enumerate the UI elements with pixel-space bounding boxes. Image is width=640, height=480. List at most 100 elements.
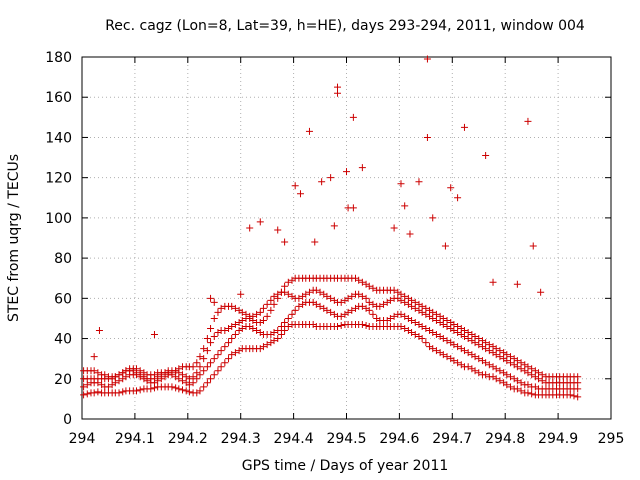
data-point (312, 300, 320, 308)
data-point (538, 371, 546, 379)
data-point (355, 276, 363, 284)
data-point (358, 292, 366, 300)
data-point (200, 383, 208, 391)
data-point (132, 387, 140, 395)
data-point (193, 369, 201, 377)
data-point (439, 351, 447, 359)
data-point (182, 387, 190, 395)
data-point (185, 381, 193, 389)
data-point (524, 389, 532, 397)
data-point (443, 337, 451, 345)
data-point (401, 292, 409, 300)
data-point (429, 308, 437, 316)
data-point (418, 335, 426, 343)
data-point (246, 224, 254, 232)
data-point (386, 296, 394, 304)
data-point (231, 331, 239, 339)
data-point (397, 296, 405, 304)
data-point (207, 375, 215, 383)
data-point (274, 327, 282, 335)
data-point (132, 369, 140, 377)
data-point (380, 300, 388, 308)
data-point (358, 164, 366, 172)
data-point (464, 329, 472, 337)
x-tick-label: 294.4 (274, 431, 314, 447)
data-point (397, 310, 405, 318)
data-point (443, 322, 451, 330)
data-point (179, 377, 187, 385)
data-point (90, 389, 98, 397)
data-point (200, 367, 208, 375)
data-point (422, 325, 430, 332)
data-point (454, 329, 462, 337)
data-point (422, 310, 430, 318)
data-point (535, 375, 543, 383)
data-point (415, 178, 423, 186)
x-tick-label: 295 (598, 431, 625, 447)
data-point (270, 329, 278, 337)
data-point (475, 335, 483, 343)
data-point (256, 218, 264, 226)
data-point (429, 314, 437, 322)
data-point (277, 322, 285, 330)
data-point (432, 347, 440, 355)
data-point (196, 353, 204, 361)
data-point (334, 83, 342, 91)
x-tick-label: 294.8 (485, 431, 525, 447)
data-point (570, 392, 578, 400)
data-point (535, 369, 543, 377)
data-point (312, 286, 320, 294)
data-point (318, 178, 326, 186)
data-point (136, 371, 144, 379)
data-point (432, 316, 440, 324)
data-point (249, 316, 257, 324)
data-point (330, 222, 338, 230)
data-point (172, 384, 180, 392)
data-point (517, 365, 525, 373)
x-axis-label: GPS time / Days of year 2011 (242, 458, 449, 474)
data-point (471, 353, 479, 361)
data-point (485, 361, 493, 369)
data-point (189, 379, 197, 387)
data-point (305, 127, 313, 135)
data-point (179, 371, 187, 379)
data-point (101, 371, 109, 379)
data-point (175, 369, 183, 377)
data-point (214, 367, 222, 375)
data-point (203, 347, 211, 355)
data-point (362, 294, 370, 302)
data-point (344, 308, 352, 316)
data-points (80, 55, 582, 401)
data-point (411, 304, 419, 312)
data-point (429, 214, 437, 222)
data-point (574, 393, 582, 401)
data-point (429, 345, 437, 353)
data-point (496, 367, 504, 375)
data-point (485, 341, 493, 349)
data-point (506, 373, 514, 381)
data-point (316, 302, 324, 310)
data-point (291, 306, 299, 314)
data-point (281, 282, 289, 290)
data-point (295, 302, 303, 310)
data-point (228, 302, 236, 310)
data-point (231, 304, 239, 312)
data-point (450, 341, 458, 349)
data-point (207, 294, 215, 302)
data-point (355, 290, 363, 298)
data-point (337, 298, 345, 306)
data-point (390, 286, 398, 294)
data-point (83, 390, 91, 398)
data-point (175, 385, 183, 393)
data-point (517, 379, 525, 387)
data-point (454, 322, 462, 330)
data-point (327, 174, 335, 182)
data-point (401, 202, 409, 210)
y-tick-label: 40 (54, 332, 72, 348)
data-point (344, 294, 352, 302)
data-point (538, 377, 546, 385)
data-point (281, 327, 289, 335)
data-point (432, 331, 440, 339)
data-point (464, 363, 472, 371)
